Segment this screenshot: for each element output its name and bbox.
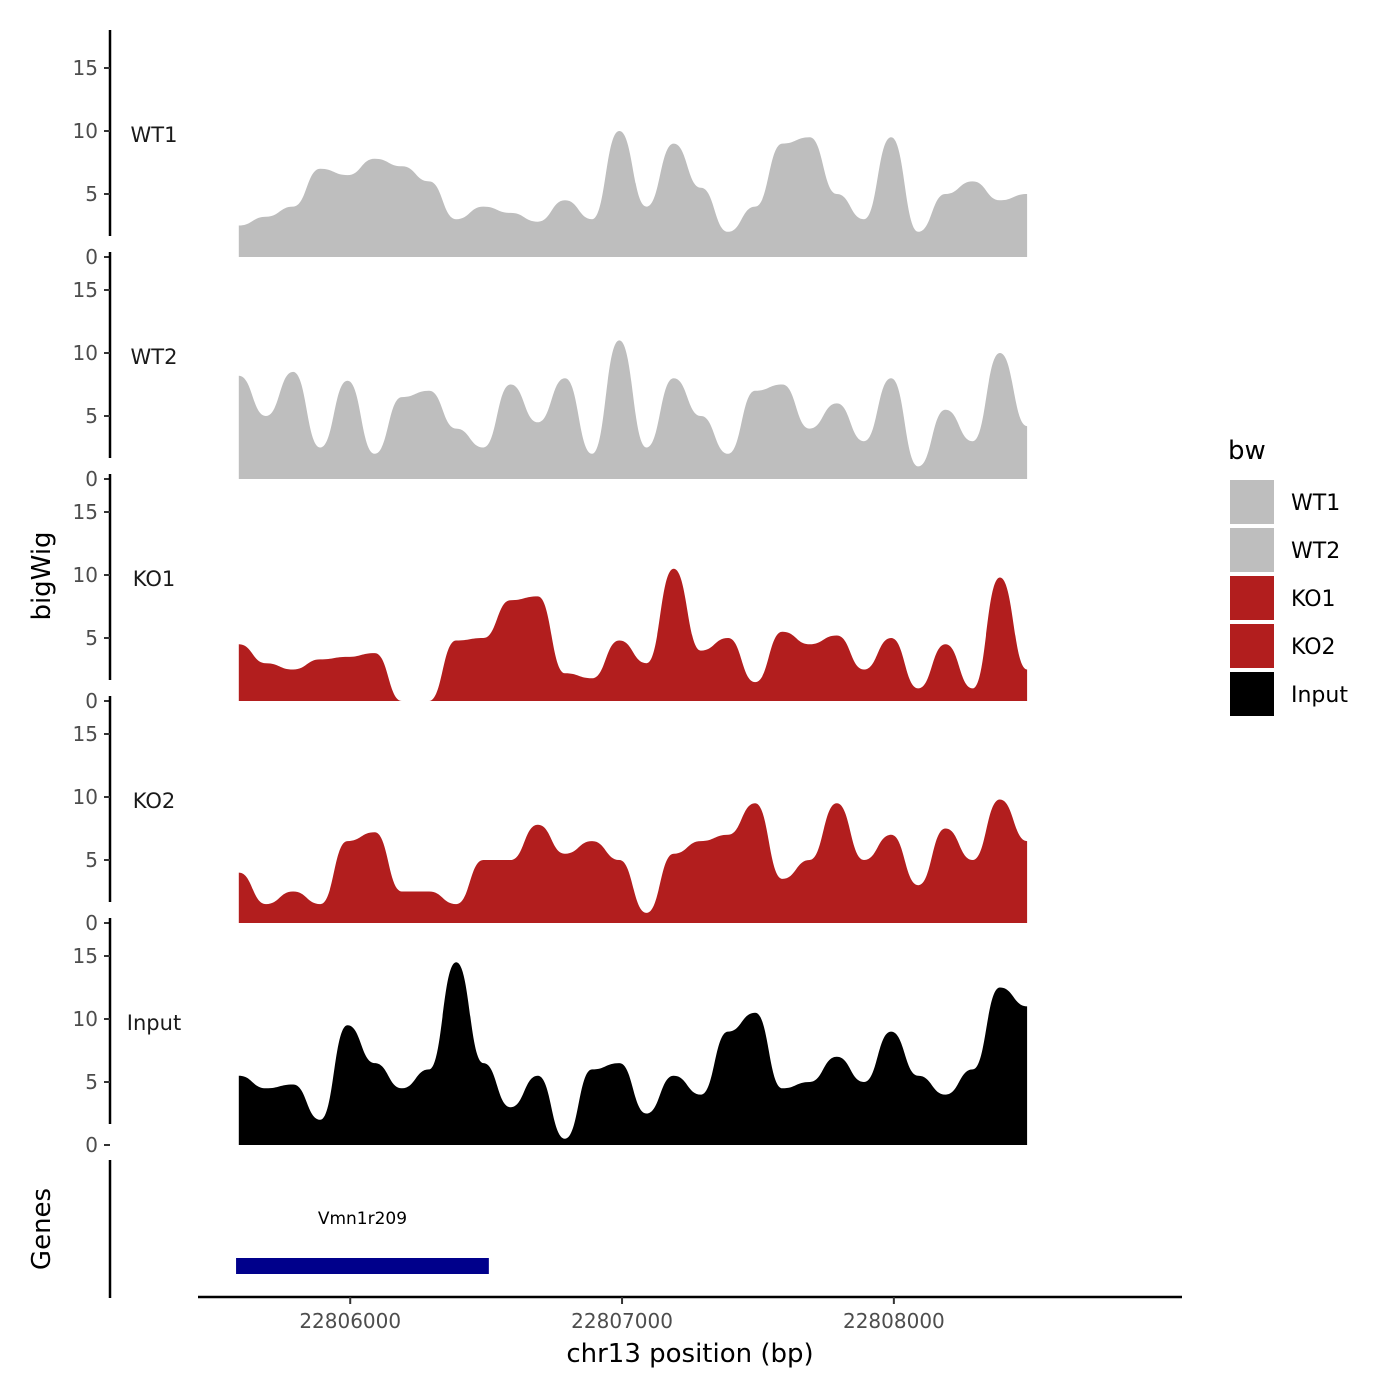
- legend-label-wt2: WT2: [1291, 539, 1340, 564]
- legend-swatch-wt1: [1230, 480, 1274, 524]
- y-tick-label-ko1-5: 5: [85, 626, 98, 650]
- y-tick-label-input-5: 5: [85, 1070, 98, 1094]
- legend-swatch-ko1: [1230, 576, 1274, 620]
- x-tick-label-22808000: 22808000: [843, 1309, 945, 1333]
- track-ko1: 0 5 10 15 KO1: [73, 474, 1028, 713]
- y-tick-label-input-0: 0: [85, 1133, 98, 1157]
- track-label-ko1: KO1: [133, 567, 176, 591]
- area-ko2: [238, 799, 1028, 923]
- track-wt1: 0 5 10 15 WT1: [73, 30, 1028, 269]
- y-tick-label-input-15: 15: [73, 944, 98, 968]
- legend-label-ko2: KO2: [1291, 635, 1336, 660]
- gene-track: Vmn1r209: [108, 1160, 489, 1298]
- area-ko1: [238, 568, 1028, 701]
- legend-title: bw: [1228, 436, 1266, 466]
- track-ko2: 0 5 10 15 KO2: [73, 696, 1028, 935]
- area-input: [238, 962, 1028, 1145]
- track-label-input: Input: [127, 1011, 181, 1035]
- y-tick-label-wt1-10: 10: [73, 119, 98, 143]
- y-tick-label-ko2-0: 0: [85, 911, 98, 935]
- track-wt2: 0 5 10 15 WT2: [73, 252, 1028, 491]
- track-input: 0 5 10 15 Input: [73, 918, 1028, 1157]
- y-tick-label-wt1-0: 0: [85, 245, 98, 269]
- legend-swatch-ko2: [1230, 624, 1274, 668]
- gene-body-vmn1r209: [236, 1258, 489, 1274]
- legend-label-input: Input: [1291, 683, 1348, 708]
- y-tick-label-wt1-5: 5: [85, 182, 98, 206]
- x-axis-title: chr13 position (bp): [566, 1339, 813, 1369]
- legend-swatch-input: [1230, 672, 1274, 716]
- y-tick-label-wt2-5: 5: [85, 404, 98, 428]
- track-label-ko2: KO2: [133, 789, 176, 813]
- y-tick-label-ko2-5: 5: [85, 848, 98, 872]
- y-tick-label-wt2-15: 15: [73, 278, 98, 302]
- y-tick-label-wt1-15: 15: [73, 56, 98, 80]
- y-tick-label-ko2-10: 10: [73, 785, 98, 809]
- genes-axis-title: Genes: [27, 1188, 57, 1270]
- track-label-wt1: WT1: [131, 123, 178, 147]
- y-tick-label-wt2-0: 0: [85, 467, 98, 491]
- y-tick-label-ko1-15: 15: [73, 500, 98, 524]
- legend: bw WT1 WT2 KO1 KO2 Input: [1228, 436, 1348, 716]
- x-axis: 22806000 22807000 22808000: [198, 1295, 1182, 1333]
- y-axis-title: bigWig: [27, 531, 57, 620]
- track-label-wt2: WT2: [131, 345, 178, 369]
- area-wt2: [238, 340, 1028, 479]
- y-tick-label-ko2-15: 15: [73, 722, 98, 746]
- x-tick-label-22807000: 22807000: [571, 1309, 673, 1333]
- y-tick-label-wt2-10: 10: [73, 341, 98, 365]
- area-wt1: [238, 131, 1028, 257]
- gene-label-vmn1r209: Vmn1r209: [318, 1209, 407, 1229]
- legend-label-wt1: WT1: [1291, 491, 1340, 516]
- y-tick-label-input-10: 10: [73, 1007, 98, 1031]
- legend-swatch-wt2: [1230, 528, 1274, 572]
- tracks-group: 0 5 10 15 WT1 0 5 10 15 WT2 0 5 10 15 KO1 0 5 10 15 KO2 0 5 10…: [73, 30, 1028, 1157]
- x-tick-label-22806000: 22806000: [299, 1309, 401, 1333]
- y-tick-label-ko1-0: 0: [85, 689, 98, 713]
- y-tick-label-ko1-10: 10: [73, 563, 98, 587]
- legend-label-ko1: KO1: [1291, 587, 1336, 612]
